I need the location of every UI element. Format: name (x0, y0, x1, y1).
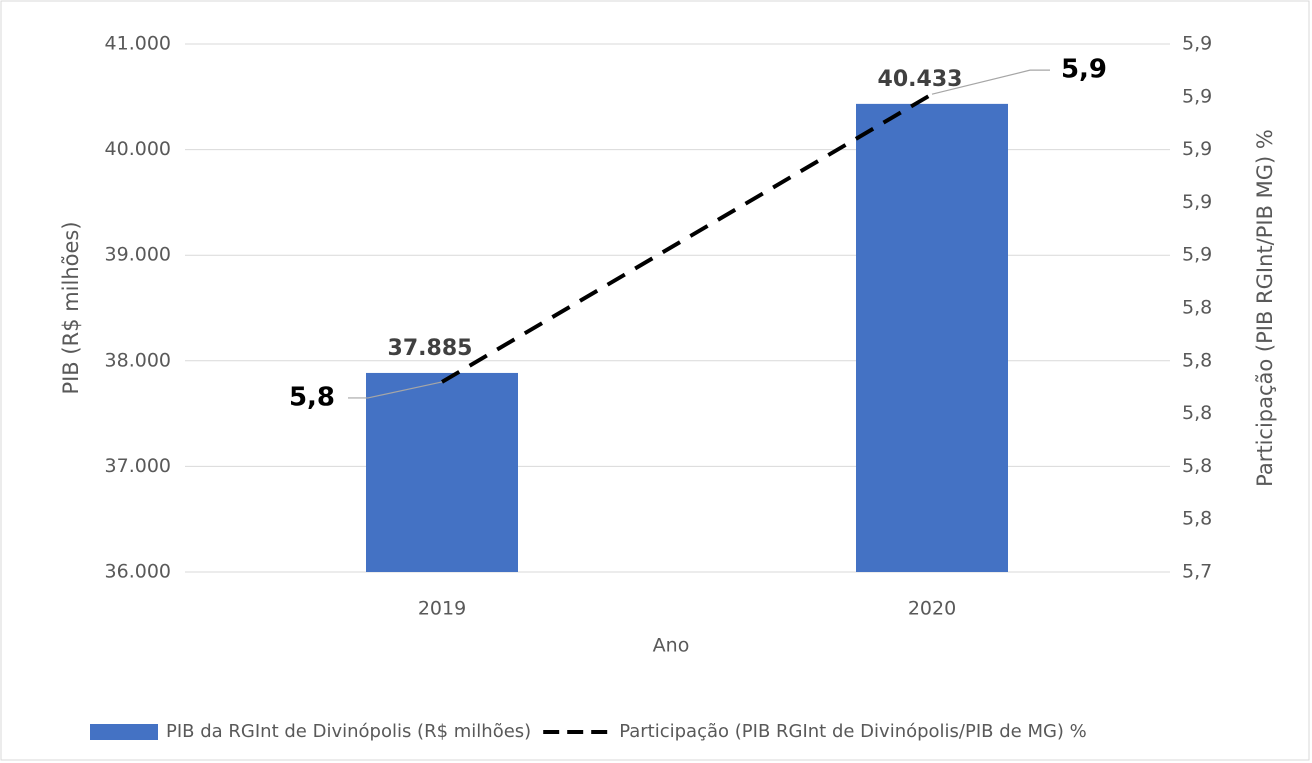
y2-tick-label: 5,8 (1182, 455, 1212, 477)
y2-tick-label: 5,9 (1182, 33, 1212, 55)
y2-tick-label: 5,8 (1182, 297, 1212, 319)
y-tick-label: 37.000 (105, 455, 171, 477)
bar-value-label: 37.885 (388, 336, 473, 361)
x-axis-title: Ano (653, 635, 690, 657)
y2-tick-label: 5,7 (1182, 561, 1212, 583)
y2-tick-label: 5,8 (1182, 402, 1212, 424)
y-tick-label: 40.000 (105, 138, 171, 160)
y2-tick-label: 5,9 (1182, 85, 1212, 107)
y2-tick-label: 5,9 (1182, 244, 1212, 266)
line-value-label: 5,8 (289, 382, 335, 412)
y-tick-label: 39.000 (105, 244, 171, 266)
x-tick-label: 2020 (908, 598, 956, 620)
y2-tick-label: 5,8 (1182, 349, 1212, 371)
y2-tick-label: 5,8 (1182, 508, 1212, 530)
leader-line (931, 69, 1050, 95)
y2-axis-title: Participação (PIB RGInt/PIB MG) % (1253, 129, 1277, 487)
line-value-label: 5,9 (1061, 55, 1107, 85)
y-tick-label: 36.000 (105, 561, 171, 583)
legend-swatch (90, 724, 158, 740)
bar-value-label: 40.433 (878, 67, 963, 92)
y-tick-label: 38.000 (105, 349, 171, 371)
y-axis-title: PIB (R$ milhões) (59, 221, 83, 394)
legend-label: PIB da RGInt de Divinópolis (R$ milhões) (166, 721, 531, 742)
leader-line (348, 381, 443, 399)
bar (856, 103, 1008, 573)
y2-tick-label: 5,9 (1182, 138, 1212, 160)
legend-label: Participação (PIB RGInt de Divinópolis/P… (619, 721, 1087, 742)
bar (366, 372, 518, 572)
y2-tick-label: 5,9 (1182, 191, 1212, 213)
y-tick-label: 41.000 (105, 33, 171, 55)
x-tick-label: 2019 (418, 598, 466, 620)
